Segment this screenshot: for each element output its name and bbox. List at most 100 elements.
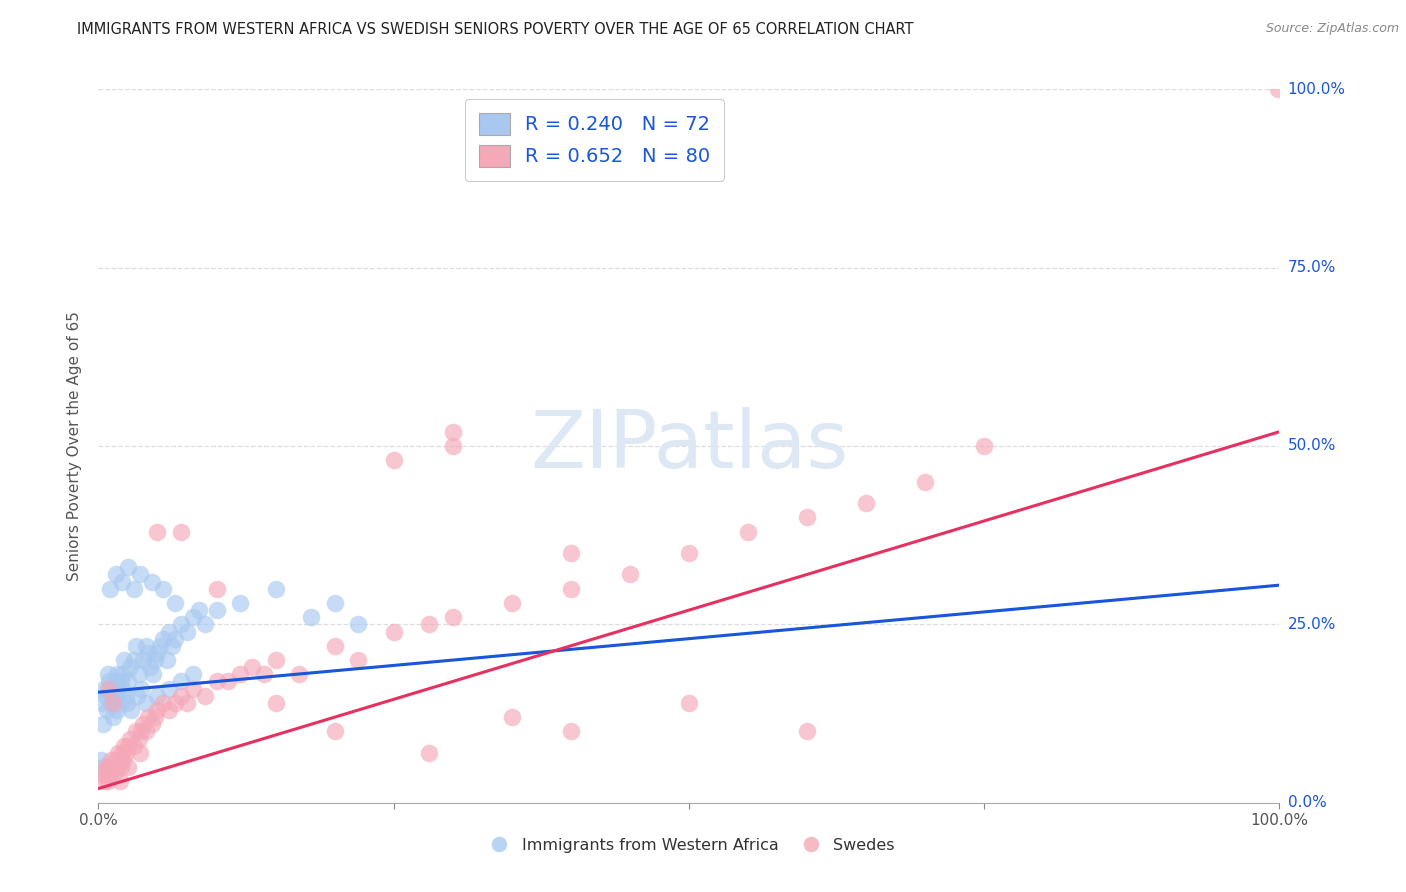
Point <box>181 681 204 696</box>
Point <box>142 667 165 681</box>
Point <box>101 760 124 774</box>
Point <box>91 767 114 781</box>
Point <box>156 653 179 667</box>
Point <box>323 596 346 610</box>
Point <box>96 703 118 717</box>
Point <box>112 739 135 753</box>
Point <box>98 681 121 696</box>
Point <box>146 646 169 660</box>
Text: ZIPatlas: ZIPatlas <box>530 407 848 485</box>
Point <box>264 696 287 710</box>
Text: 0.0%: 0.0% <box>1288 796 1326 810</box>
Point <box>129 724 152 739</box>
Legend: Immigrants from Western Africa, Swedes: Immigrants from Western Africa, Swedes <box>477 831 901 859</box>
Text: Source: ZipAtlas.com: Source: ZipAtlas.com <box>1265 22 1399 36</box>
Point <box>418 617 440 632</box>
Point <box>441 610 464 624</box>
Point <box>117 674 139 689</box>
Point <box>117 739 139 753</box>
Point <box>105 753 128 767</box>
Point <box>170 674 193 689</box>
Point <box>157 624 180 639</box>
Point <box>194 617 217 632</box>
Point <box>501 596 523 610</box>
Point <box>91 760 114 774</box>
Point <box>441 439 464 453</box>
Point <box>143 710 166 724</box>
Point <box>111 681 134 696</box>
Point <box>288 667 311 681</box>
Point <box>120 660 142 674</box>
Point <box>855 496 877 510</box>
Point <box>91 696 114 710</box>
Point <box>229 667 252 681</box>
Y-axis label: Seniors Poverty Over the Age of 65: Seniors Poverty Over the Age of 65 <box>67 311 83 581</box>
Point <box>101 696 124 710</box>
Point <box>194 689 217 703</box>
Point <box>418 746 440 760</box>
Point <box>135 696 157 710</box>
Point <box>299 610 322 624</box>
Point <box>1267 82 1289 96</box>
Point <box>122 653 145 667</box>
Point <box>146 524 169 539</box>
Text: IMMIGRANTS FROM WESTERN AFRICA VS SWEDISH SENIORS POVERTY OVER THE AGE OF 65 COR: IMMIGRANTS FROM WESTERN AFRICA VS SWEDIS… <box>77 22 914 37</box>
Point <box>796 510 818 524</box>
Point <box>240 660 263 674</box>
Point <box>103 767 125 781</box>
Point <box>139 660 162 674</box>
Point <box>136 710 159 724</box>
Point <box>136 646 159 660</box>
Point <box>103 681 125 696</box>
Point <box>165 596 187 610</box>
Point <box>108 696 131 710</box>
Point <box>128 567 150 582</box>
Point <box>112 753 135 767</box>
Point <box>105 689 128 703</box>
Point <box>914 475 936 489</box>
Point <box>170 689 193 703</box>
Point <box>973 439 995 453</box>
Point <box>347 617 370 632</box>
Point <box>560 582 582 596</box>
Point <box>93 774 115 789</box>
Point <box>128 667 150 681</box>
Point <box>129 681 152 696</box>
Point <box>441 425 464 439</box>
Point <box>152 696 174 710</box>
Point <box>323 639 346 653</box>
Point <box>560 724 582 739</box>
Point <box>100 696 122 710</box>
Point <box>264 653 287 667</box>
Point <box>93 681 115 696</box>
Point <box>170 524 193 539</box>
Point <box>187 603 209 617</box>
Point <box>97 774 120 789</box>
Point <box>678 696 700 710</box>
Point <box>205 674 228 689</box>
Point <box>217 674 239 689</box>
Point <box>125 724 148 739</box>
Point <box>122 739 145 753</box>
Point <box>501 710 523 724</box>
Text: 75.0%: 75.0% <box>1288 260 1336 275</box>
Point <box>160 639 183 653</box>
Point <box>149 639 172 653</box>
Point <box>152 582 174 596</box>
Point <box>229 596 252 610</box>
Point <box>111 746 134 760</box>
Point <box>105 703 128 717</box>
Point <box>115 696 138 710</box>
Point <box>170 617 193 632</box>
Point <box>165 696 187 710</box>
Text: 25.0%: 25.0% <box>1288 617 1336 632</box>
Point <box>107 746 129 760</box>
Point <box>104 674 127 689</box>
Point <box>181 667 204 681</box>
Point <box>94 760 117 774</box>
Point <box>143 653 166 667</box>
Point <box>176 696 198 710</box>
Point <box>107 681 129 696</box>
Point <box>122 582 145 596</box>
Point <box>104 760 127 774</box>
